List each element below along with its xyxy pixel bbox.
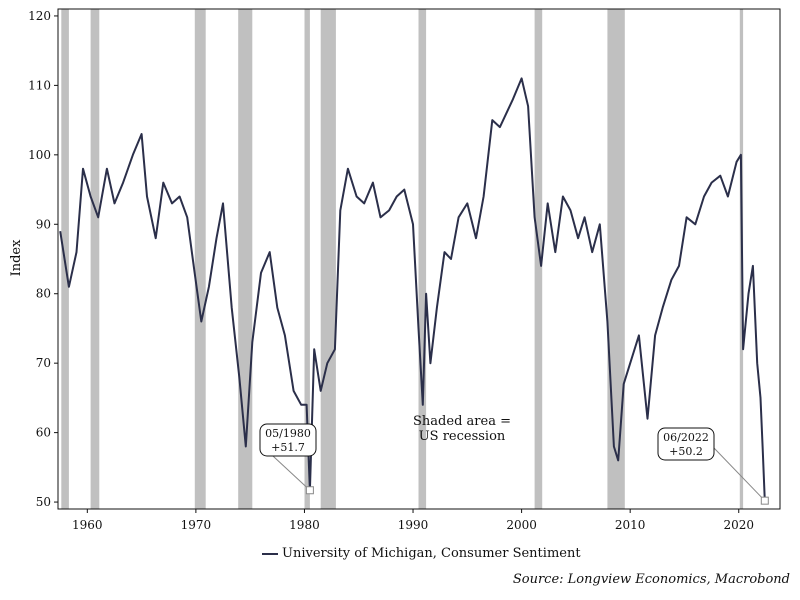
- y-tick-label-120: 120: [28, 9, 51, 23]
- y-tick-label-110: 110: [28, 78, 51, 92]
- y-tick-label-50: 50: [36, 495, 51, 509]
- y-tick-label-100: 100: [28, 148, 51, 162]
- annotation-value-0: +51.7: [271, 441, 305, 454]
- recession-band-4: [304, 9, 310, 509]
- recession-band-5: [320, 9, 336, 509]
- recession-bands: [61, 9, 744, 509]
- annotation-value-1: +50.2: [669, 445, 703, 458]
- series-line-0: [59, 77, 766, 501]
- y-tick-label-80: 80: [36, 287, 51, 301]
- x-tick-label-2000: 2000: [506, 518, 537, 532]
- x-tick-label-1970: 1970: [181, 518, 212, 532]
- plot-frame: [57, 8, 781, 510]
- x-tick-label-2020: 2020: [723, 518, 754, 532]
- y-axis-label: Index: [9, 239, 24, 277]
- axis-ticks: 50 60 70 80 90 100 110 120 1960 1970 1980 1990 2000 2…: [28, 9, 754, 532]
- x-tick-label-1990: 1990: [398, 518, 429, 532]
- source-note: Source: Longview Economics, Macrobond: [512, 572, 790, 587]
- y-tick-label-70: 70: [36, 356, 51, 370]
- series-layer: [59, 77, 766, 501]
- recession-band-8: [607, 9, 625, 509]
- annotation-date-0: 05/1980: [265, 427, 311, 440]
- legend-label: University of Michigan, Consumer Sentime…: [282, 546, 581, 561]
- annotation-leader-1: [713, 447, 766, 502]
- x-tick-label-2010: 2010: [615, 518, 646, 532]
- legend: University of Michigan, Consumer Sentime…: [262, 546, 581, 561]
- annotation-box-0: [259, 423, 317, 457]
- y-tick-label-90: 90: [36, 217, 51, 231]
- annotation-marker-1: [760, 496, 769, 505]
- annotation-date-1: 06/2022: [663, 431, 709, 444]
- recession-note-line2: US recession: [419, 429, 506, 444]
- legend-swatch: [262, 552, 278, 555]
- annotations: 05/1980+51.7 06/2022+50.2: [259, 423, 769, 505]
- y-tick-label-60: 60: [36, 426, 51, 440]
- annotation-marker-0: [305, 486, 314, 495]
- x-tick-label-1960: 1960: [72, 518, 103, 532]
- annotation-box-1: [657, 427, 715, 461]
- recession-note-line1: Shaded area =: [413, 414, 511, 429]
- recession-band-2: [194, 9, 206, 509]
- recession-band-7: [534, 9, 543, 509]
- recession-band-1: [90, 9, 100, 509]
- x-tick-label-1980: 1980: [289, 518, 320, 532]
- recession-band-6: [418, 9, 427, 509]
